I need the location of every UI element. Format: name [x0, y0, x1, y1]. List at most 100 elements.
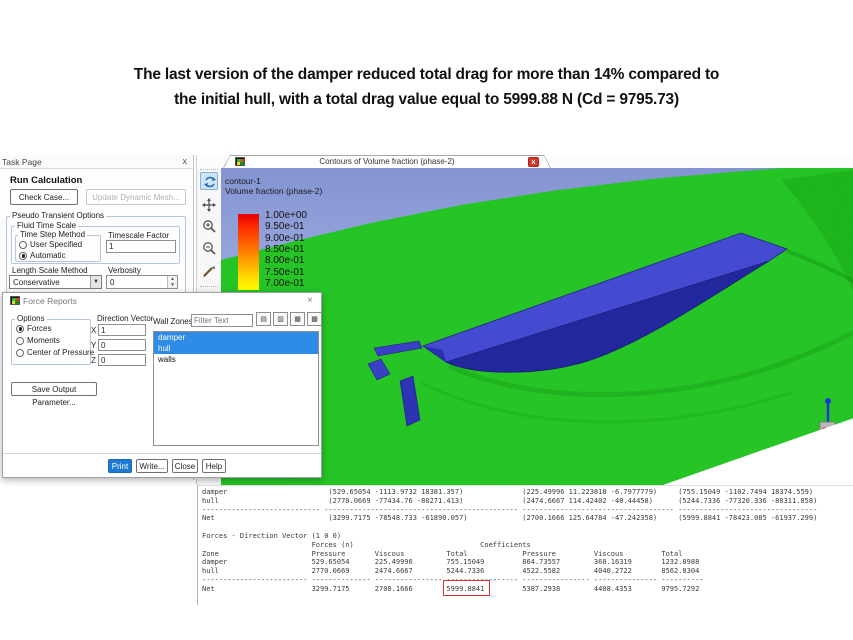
clear-selection-button[interactable]: ▩: [307, 312, 322, 326]
console-line: Net 3299.7175 2700.1666 5999.8841 5387.2…: [202, 584, 700, 593]
invert-selection-button[interactable]: ▦: [290, 312, 305, 326]
select-all-zones-button[interactable]: ▤: [256, 312, 271, 326]
options-label: Options: [15, 314, 47, 323]
boat-hull: [367, 232, 788, 427]
center-of-pressure-radio[interactable]: Center of Pressure: [16, 348, 94, 357]
probe-button[interactable]: [200, 262, 218, 280]
console-line: ---------------------------- -----------…: [202, 505, 818, 514]
pan-icon: [202, 198, 216, 212]
contours-tab[interactable]: Contours of Volume fraction (phase-2) x: [223, 155, 551, 168]
help-button[interactable]: Help: [202, 459, 226, 473]
run-calculation-heading: Run Calculation: [10, 175, 83, 186]
axis-y-label: Y: [91, 341, 97, 350]
zoom-out-icon: [203, 242, 216, 255]
console-line: Zone Pressure Viscous Total Pressure Vis…: [202, 549, 683, 558]
pseudo-transient-label: Pseudo Transient Options: [10, 211, 107, 220]
axis-z-label: Z: [91, 356, 96, 365]
length-scale-method-label: Length Scale Method: [12, 266, 88, 275]
pencil-icon: [203, 266, 215, 278]
colorbar-label: 8.00e-01: [265, 255, 305, 267]
zoom-in-button[interactable]: [200, 218, 218, 236]
colorbar-label: 9.50e-01: [265, 221, 305, 233]
spinner-arrows-icon[interactable]: ▲ ▼: [167, 276, 177, 288]
axis-x-label: X: [91, 326, 97, 335]
moments-radio[interactable]: Moments: [16, 336, 60, 345]
timescale-factor-input[interactable]: [106, 240, 176, 253]
console-line: [202, 523, 853, 532]
colorbar-label: 1.00e+00: [265, 210, 307, 221]
colorbar-label: 9.00e-01: [265, 232, 305, 244]
options-group: [11, 319, 91, 365]
write-button[interactable]: Write...: [136, 459, 168, 473]
direction-vector-label: Direction Vector: [95, 314, 156, 323]
user-specified-radio-circle[interactable]: [19, 240, 27, 249]
wall-zones-filter-input[interactable]: [191, 314, 253, 327]
console-line: Forces - Direction Vector (1 0 0): [202, 531, 342, 540]
update-dynamic-mesh-button: Update Dynamic Mesh...: [86, 189, 186, 205]
close-button[interactable]: Close: [172, 459, 198, 473]
verbosity-label: Verbosity: [108, 266, 141, 275]
contours-tab-title: Contours of Volume fraction (phase-2): [319, 157, 455, 166]
rotate-view-button[interactable]: [200, 172, 218, 190]
headline-line1: The last version of the damper reduced t…: [133, 66, 720, 83]
legend-name: contour-1: [225, 176, 261, 186]
zoom-in-icon: [203, 220, 216, 233]
wake-shading: [420, 170, 853, 424]
deselect-zones-button[interactable]: ▥: [273, 312, 288, 326]
save-output-parameter-button[interactable]: Save Output Parameter...: [11, 382, 97, 407]
console-line: ------------------------- --------------…: [202, 575, 704, 584]
fluid-time-scale-group: [11, 226, 180, 264]
colorbar-label: 8.50e-01: [265, 243, 305, 255]
headline: The last version of the damper reduced t…: [0, 62, 853, 112]
wall-zones-label: Wall Zones: [153, 317, 193, 326]
center-of-pressure-label: Center of Pressure: [27, 348, 95, 357]
task-page-close-icon[interactable]: x: [182, 156, 188, 166]
zone-item-walls[interactable]: walls: [158, 355, 176, 364]
pan-view-button[interactable]: [200, 196, 218, 214]
task-page-title: Task Page: [2, 157, 42, 167]
fluent-icon: [235, 157, 245, 166]
check-case-button[interactable]: Check Case...: [10, 189, 78, 205]
console-line: hull 2770.0669 2474.6667 5244.7336 4522.…: [202, 567, 700, 576]
zoom-out-button[interactable]: [200, 240, 218, 258]
contours-tab-close-icon[interactable]: x: [528, 157, 539, 167]
user-specified-radio[interactable]: User Specified: [19, 240, 82, 249]
combo-arrow-icon[interactable]: ▼: [90, 276, 101, 288]
verbosity-spinner[interactable]: 0 ▲ ▼: [106, 275, 178, 289]
zone-item-hull[interactable]: hull: [154, 343, 318, 354]
total-drag-highlight-box: [443, 580, 490, 596]
length-scale-method-value: Conservative: [13, 278, 60, 287]
contour-legend: contour-1 Volume fraction (phase-2): [225, 176, 322, 196]
direction-x-input[interactable]: [98, 324, 146, 336]
colorbar-label: 7.00e-01: [265, 277, 305, 289]
forces-label: Forces: [27, 324, 52, 333]
automatic-radio[interactable]: Automatic: [19, 251, 66, 260]
user-specified-label: User Specified: [30, 240, 83, 249]
direction-z-input[interactable]: [98, 354, 146, 366]
colorbar: [238, 214, 259, 290]
colorbar-label: 7.50e-01: [265, 266, 305, 278]
task-page-header: Task Page x: [0, 155, 193, 169]
direction-y-input[interactable]: [98, 339, 146, 351]
console-line: hull (2770.0669 -77434.76 -80271.413) (2…: [202, 496, 818, 505]
console-line: damper (529.65054 -1113.9732 18381.357) …: [202, 488, 814, 496]
console-line: Net (3299.7175 -78548.733 -61890.057) (2…: [202, 514, 818, 523]
headline-line2: the initial hull, with a total drag valu…: [174, 91, 679, 108]
force-reports-dialog: Force Reports × Options Forces Moments C…: [2, 292, 322, 478]
dialog-close-icon[interactable]: ×: [307, 295, 313, 306]
scene-render: [221, 168, 853, 485]
fluent-icon: [10, 296, 20, 305]
wall-zones-list[interactable]: damper hull walls: [153, 331, 319, 446]
automatic-label: Automatic: [30, 251, 66, 260]
console-output[interactable]: damper (529.65054 -1113.9732 18381.357) …: [197, 485, 853, 605]
print-button[interactable]: Print: [108, 459, 132, 473]
fluid-time-scale-label: Fluid Time Scale: [15, 221, 79, 230]
length-scale-method-select[interactable]: Conservative ▼: [9, 275, 102, 289]
contour-scene[interactable]: contour-1 Volume fraction (phase-2) 1.00…: [221, 168, 853, 485]
forces-radio[interactable]: Forces: [16, 324, 51, 333]
verbosity-value: 0: [110, 278, 115, 287]
rotate-icon: [204, 176, 216, 188]
zone-item-damper[interactable]: damper: [154, 332, 318, 343]
automatic-radio-circle[interactable]: [19, 251, 27, 260]
